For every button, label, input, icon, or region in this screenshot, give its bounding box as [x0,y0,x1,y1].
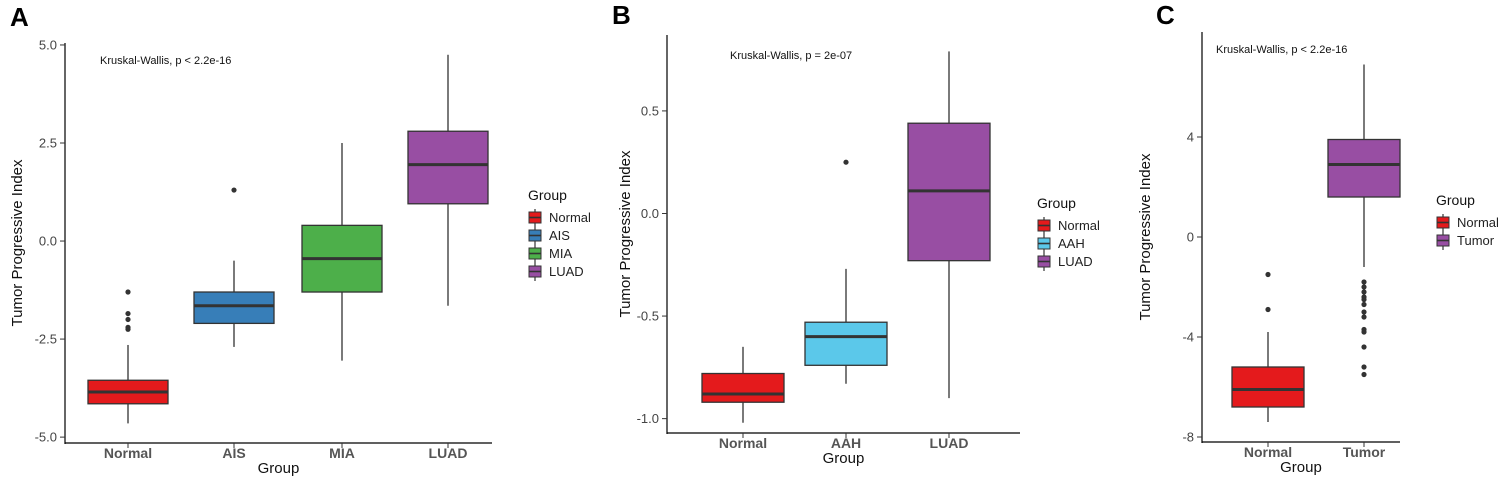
panel-a: A 5.0 2.5 0.0 -2.5 -5.0 Tumor Progressive Inde… [9,2,591,477]
outlier-point [1361,284,1367,290]
outlier-point [125,310,131,317]
panel-label: C [1156,0,1175,30]
y-tick-label: -8 [1182,430,1194,445]
y-tick-label: 0 [1187,230,1194,245]
legend-title: Group [1436,192,1475,208]
box-body [1231,366,1305,408]
y-tick-label: 4 [1187,130,1194,145]
outlier-point [1361,364,1367,370]
y-axis-title: Tumor Progressive Index [617,150,634,318]
x-tick-label: AIS [222,445,245,461]
outlier-point [1265,271,1271,278]
x-tick-label: Normal [719,435,767,451]
y-tick-label: -2.5 [35,332,57,347]
box-mia: MIA [301,143,383,461]
outlier-point [231,187,237,193]
box-body [193,291,275,325]
box-body [407,130,489,205]
box-normal: Normal [1231,271,1305,460]
panel-b: B 0.5 0.0 -0.5 -1.0 Tumor Progressive Index Kr… [612,0,1100,467]
legend-label: AIS [549,228,570,243]
test-annotation: Kruskal-Wallis, p = 2e-07 [730,50,852,62]
outlier-point [1361,329,1367,335]
y-tick-label: -0.5 [637,309,659,324]
x-tick-label: Normal [1244,444,1292,460]
x-tick-label: AAH [831,435,861,451]
y-tick-label: -1.0 [637,411,659,426]
y-tick-label: 0.5 [641,103,659,118]
test-annotation: Kruskal-Wallis, p < 2.2e-16 [100,55,231,67]
box-body [701,372,785,403]
panel-label: B [612,0,631,30]
y-tick-label: 2.5 [39,136,57,151]
y-tick-label: 5.0 [39,37,57,52]
outlier-point [1361,309,1367,315]
y-axis-title: Tumor Progressive Index [1137,153,1154,321]
box-body [804,321,888,366]
x-tick-label: LUAD [930,435,969,451]
legend-label: LUAD [1058,254,1093,269]
x-tick-label: Normal [104,445,152,461]
x-axis-title: Group [258,460,300,477]
y-tick-label: -5.0 [35,430,57,445]
x-tick-label: LUAD [429,445,468,461]
x-tick-label: Tumor [1343,444,1386,460]
box-normal: Normal [701,346,785,451]
outlier-point [125,316,131,323]
legend: Group Normal AAH LUAD [1037,195,1100,271]
legend-label: AAH [1058,236,1085,251]
legend-title: Group [528,187,567,203]
x-tick-label: MIA [329,445,355,461]
outlier-point [1361,289,1367,295]
outlier-point [1361,296,1367,303]
outlier-point [125,326,131,332]
panel-c: C 4 0 -4 -8 Tumor Progressive Index Kruskal-Wa… [1137,0,1499,476]
x-axis-title: Group [823,450,865,467]
legend-label: MIA [549,246,572,261]
box-luad: LUAD [907,51,991,451]
box-aah: AAH [804,159,888,451]
outlier-point [1361,314,1367,320]
legend-label: LUAD [549,264,584,279]
outlier-point [843,159,849,165]
box-luad: LUAD [407,54,489,461]
legend: Group Normal Tumor [1436,192,1499,250]
panel-label: A [10,2,29,32]
test-annotation: Kruskal-Wallis, p < 2.2e-16 [1216,44,1347,56]
y-tick-label: -4 [1182,330,1194,345]
box-ais: AIS [193,187,275,461]
legend-label: Normal [1058,218,1100,233]
outlier-point [1361,371,1367,378]
outlier-point [125,289,131,295]
x-axis-title: Group [1280,459,1322,476]
outlier-point [1361,279,1367,285]
box-body [1327,138,1401,198]
box-normal: Normal [87,289,169,461]
legend: Group Normal AIS MIA LUAD [528,187,591,281]
legend-label: Normal [1457,215,1499,230]
outlier-point [1361,344,1367,350]
legend-label: Tumor [1457,233,1495,248]
y-tick-label: 0.0 [39,234,57,249]
outlier-point [1361,301,1367,308]
box-tumor: Tumor [1327,64,1401,460]
y-tick-label: 0.0 [641,206,659,221]
y-axis-title: Tumor Progressive Index [9,159,26,327]
outlier-point [1265,306,1271,313]
legend-title: Group [1037,195,1076,211]
legend-label: Normal [549,210,591,225]
